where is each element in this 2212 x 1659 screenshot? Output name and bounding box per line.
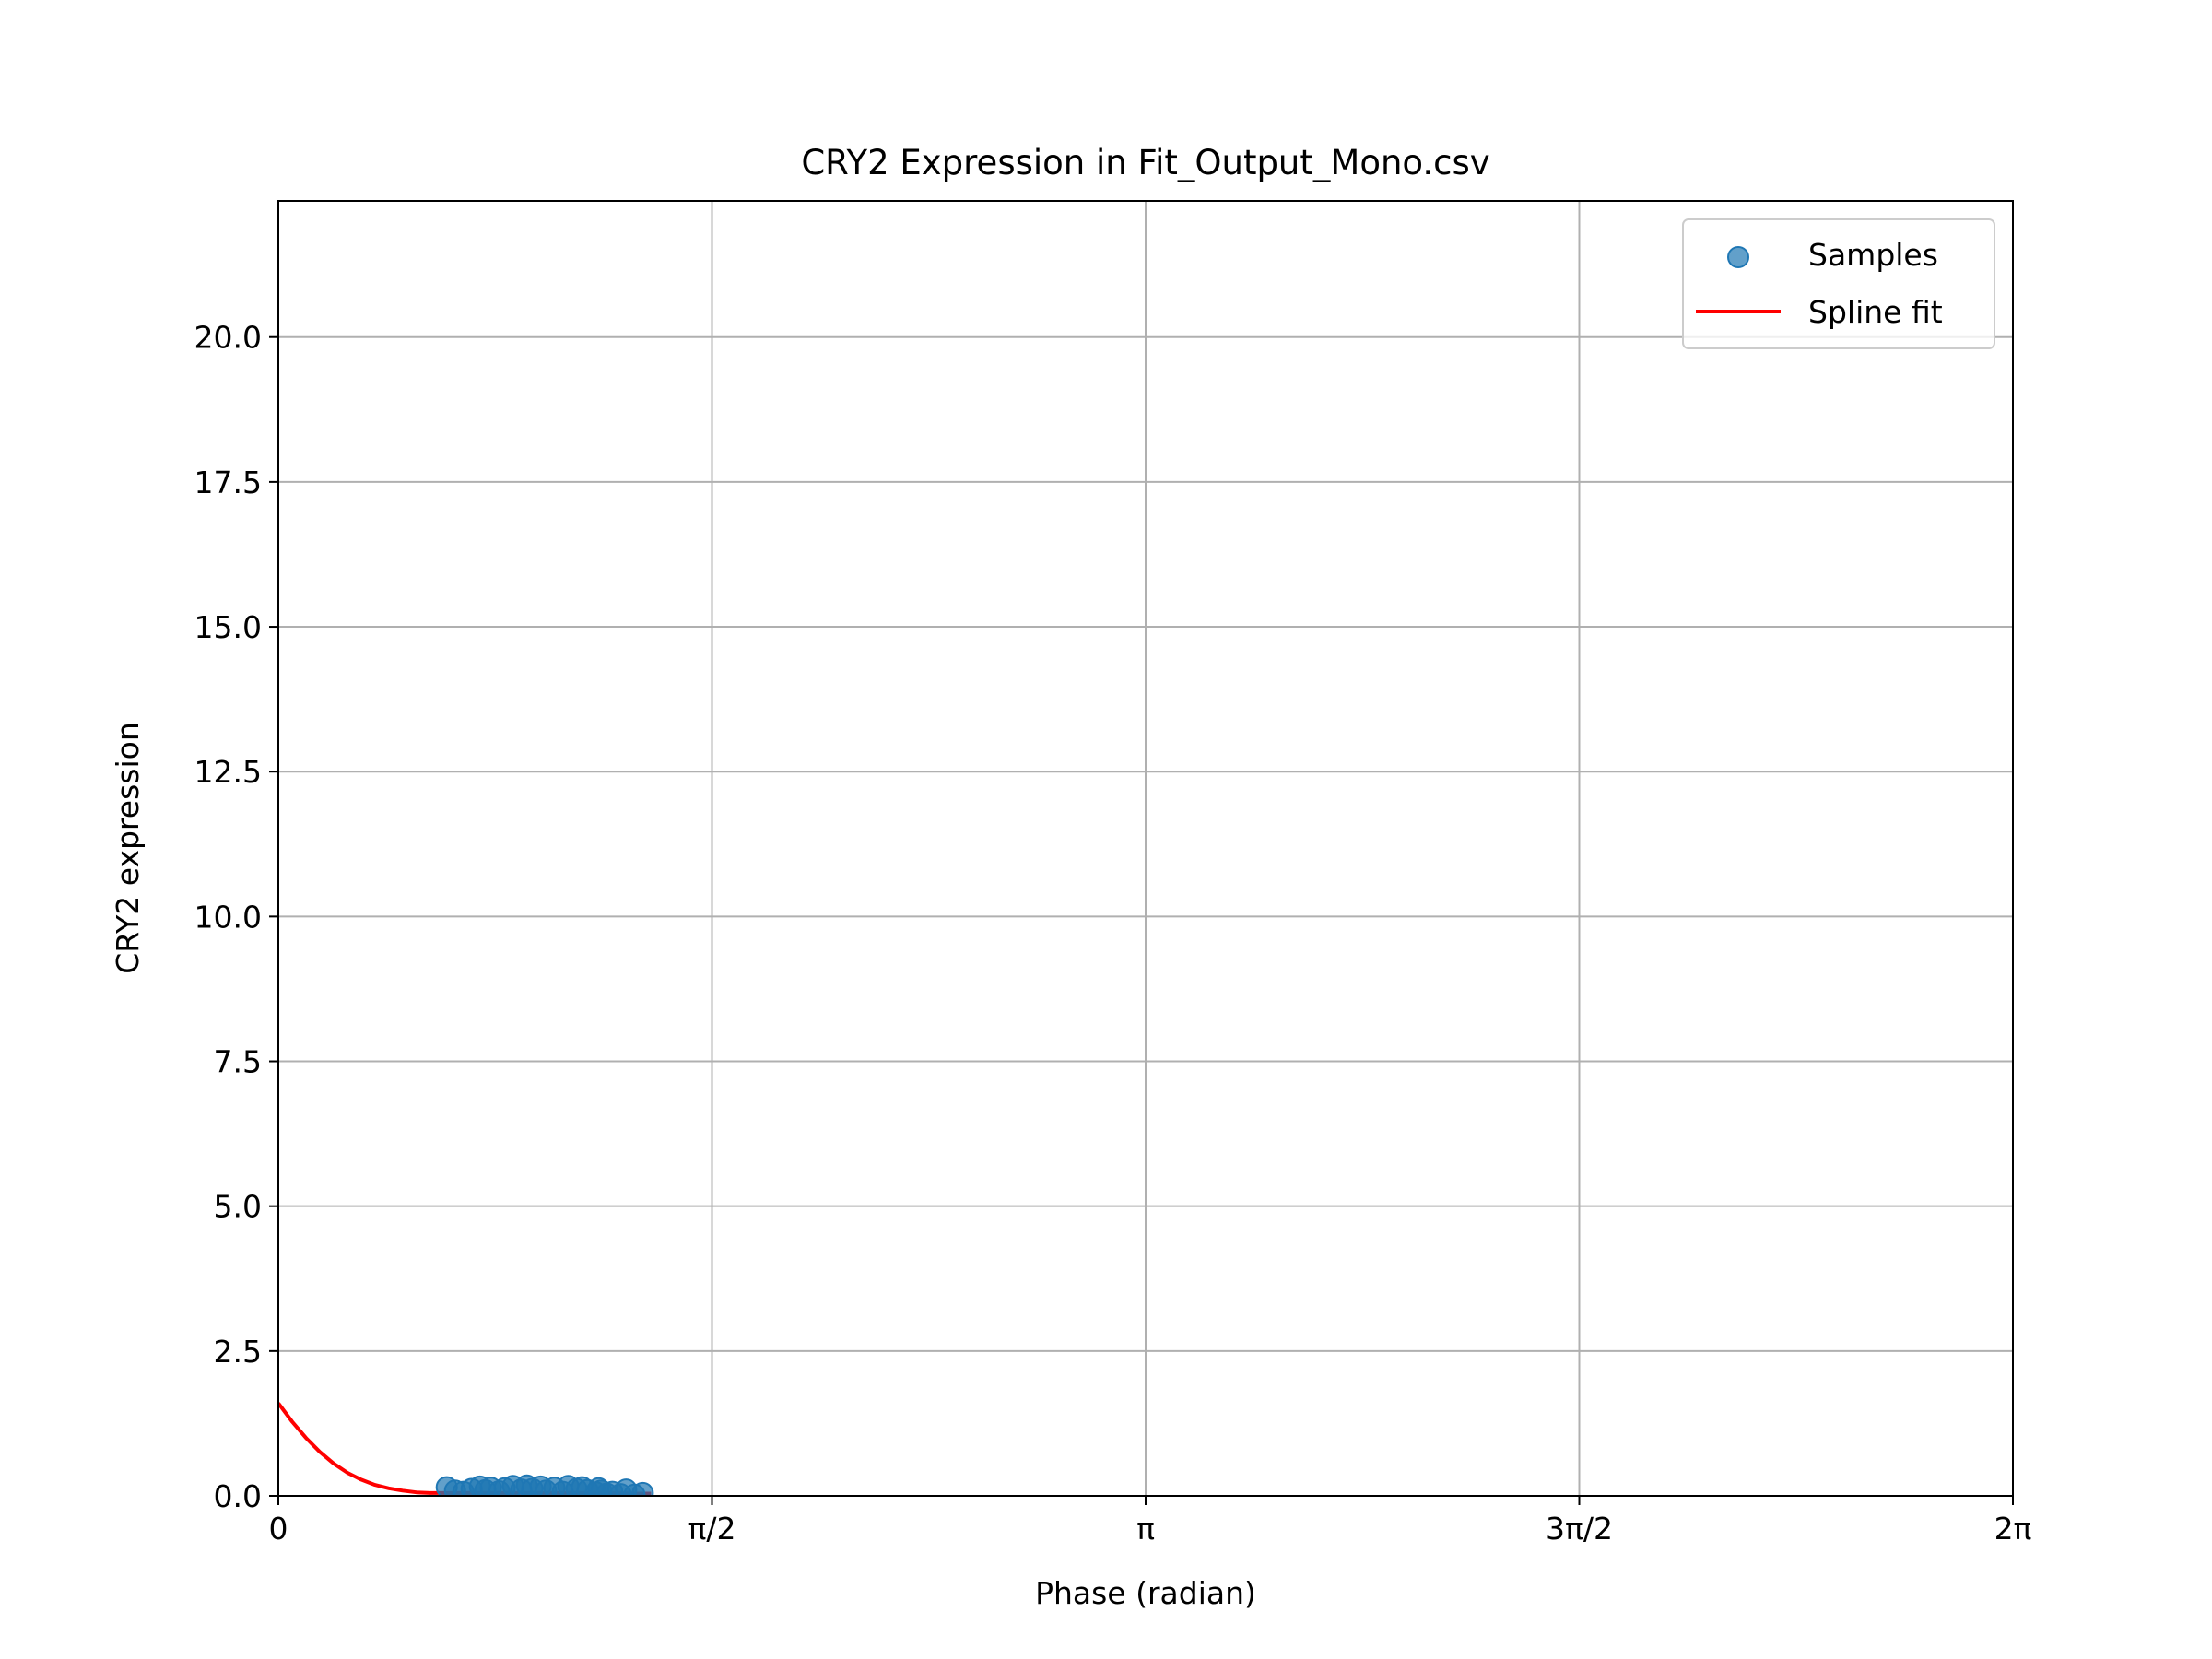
x-tick-label: 3π/2: [1546, 1511, 1613, 1547]
y-tick-label: 5.0: [214, 1189, 262, 1225]
legend-samples-marker: [1727, 246, 1749, 268]
x-tick-label: π/2: [688, 1511, 736, 1547]
legend-spline-label: Spline fit: [1808, 294, 1943, 330]
legend-samples-label: Samples: [1808, 237, 1938, 273]
sample-point: [631, 1481, 654, 1496]
x-axis-ticks: 0 π/2 π 3π/2 2π: [269, 1496, 2032, 1547]
y-tick-label: 15.0: [194, 609, 262, 645]
y-tick-label: 20.0: [194, 320, 262, 356]
y-tick-label: 7.5: [214, 1044, 262, 1080]
y-tick-label: 2.5: [214, 1334, 262, 1370]
y-tick-label: 0.0: [214, 1478, 262, 1514]
legend-frame: [1682, 218, 1995, 349]
y-axis-label: CRY2 expression: [110, 722, 146, 974]
x-tick-label: 0: [269, 1511, 288, 1547]
y-tick-label: 17.5: [194, 465, 262, 500]
x-tick-label: π: [1136, 1511, 1155, 1547]
chart-title: CRY2 Expression in Fit_Output_Mono.csv: [801, 143, 1489, 182]
grid: [277, 201, 2014, 1497]
x-tick-label: 2π: [1994, 1511, 2032, 1547]
y-axis-ticks: 0.0 2.5 5.0 7.5 10.0 12.5 15.0 17.5 20.0: [194, 320, 278, 1514]
x-axis-label: Phase (radian): [1035, 1575, 1256, 1611]
samples-series: [435, 1474, 654, 1496]
y-tick-label: 10.0: [194, 899, 262, 935]
sample-point: [587, 1477, 610, 1496]
y-tick-label: 12.5: [194, 754, 262, 790]
legend: Samples Spline fit: [1682, 218, 1995, 349]
